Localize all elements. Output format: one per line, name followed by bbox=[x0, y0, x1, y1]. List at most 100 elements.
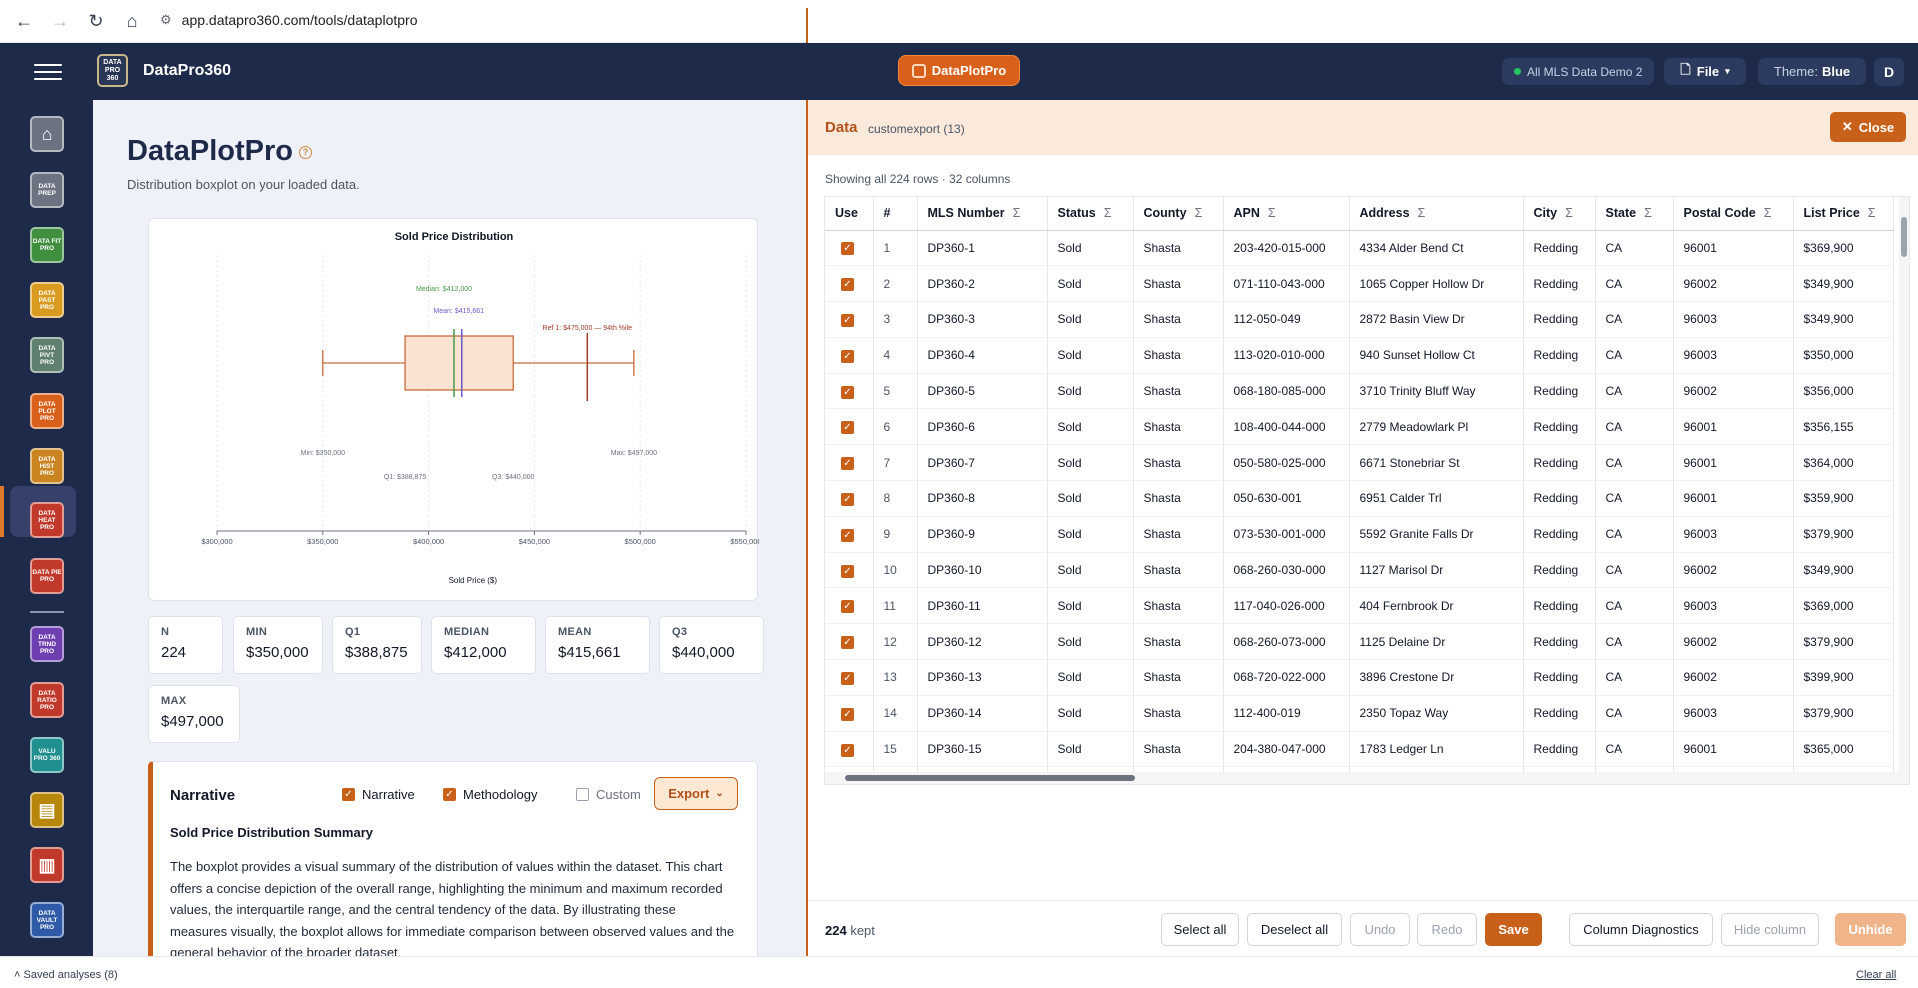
sigma-icon[interactable]: Σ bbox=[1417, 206, 1426, 221]
column-header[interactable]: List Price Σ bbox=[1793, 197, 1894, 231]
scrollbar-thumb[interactable] bbox=[845, 775, 1135, 781]
row-checkbox[interactable]: ✓ bbox=[841, 528, 854, 542]
sidebar-app-icon[interactable]: DATA FIT PRO bbox=[30, 227, 64, 263]
user-menu-button[interactable]: D bbox=[1874, 58, 1904, 86]
back-icon[interactable]: ← bbox=[15, 10, 33, 31]
stat-card: MEAN $415,661 bbox=[545, 616, 650, 674]
sigma-icon[interactable]: Σ bbox=[1194, 206, 1203, 221]
current-app-pill[interactable]: DataPlotPro bbox=[898, 55, 1020, 86]
sigma-icon[interactable]: Σ bbox=[1103, 206, 1112, 221]
sidebar-app-icon[interactable]: DATA HIST PRO bbox=[30, 448, 64, 484]
column-header[interactable]: Status Σ bbox=[1047, 197, 1134, 231]
table-cell: CA bbox=[1595, 408, 1674, 446]
summary-title: Sold Price Distribution Summary bbox=[170, 825, 373, 840]
row-checkbox[interactable]: ✓ bbox=[841, 492, 854, 506]
row-checkbox[interactable]: ✓ bbox=[841, 457, 854, 471]
custom-checkbox[interactable]: Custom bbox=[576, 787, 641, 802]
narrative-option-label: Narrative bbox=[362, 787, 415, 802]
row-checkbox[interactable]: ✓ bbox=[841, 707, 854, 721]
hamburger-menu-icon[interactable] bbox=[34, 63, 62, 80]
row-checkbox[interactable]: ✓ bbox=[841, 242, 854, 256]
clear-all-link[interactable]: Clear all bbox=[1856, 969, 1897, 981]
row-count-label: Showing all 224 rows · 32 columns bbox=[825, 172, 1011, 186]
row-checkbox[interactable]: ✓ bbox=[841, 636, 854, 650]
select-all-button[interactable]: Select all bbox=[1161, 913, 1239, 946]
table-cell: $369,000 bbox=[1793, 587, 1894, 625]
sidebar-app-icon[interactable]: VALU PRO 360 bbox=[30, 737, 64, 773]
row-checkbox[interactable]: ✓ bbox=[841, 278, 854, 292]
column-header[interactable]: City Σ bbox=[1523, 197, 1596, 231]
file-icon: 🗋 bbox=[1680, 61, 1691, 77]
saved-analyses-toggle[interactable]: ˄ Saved analyses (8) bbox=[14, 969, 118, 981]
sidebar-app-icon[interactable]: DATA TRND PRO bbox=[30, 626, 64, 662]
sigma-icon[interactable]: Σ bbox=[1267, 206, 1276, 221]
row-checkbox[interactable]: ✓ bbox=[841, 600, 854, 614]
home-icon[interactable]: ⌂ bbox=[126, 10, 138, 31]
column-header[interactable]: # bbox=[873, 197, 918, 231]
sidebar-app-icon[interactable]: DATA HEAT PRO bbox=[30, 502, 64, 538]
deselect-all-button[interactable]: Deselect all bbox=[1247, 913, 1342, 946]
column-header[interactable]: MLS Number Σ bbox=[917, 197, 1048, 231]
annotation-q1: Q1: $388,875 bbox=[384, 474, 427, 481]
table-row: ✓ 12 DP360-12 Sold Shasta 068-260-073-000 1125… bbox=[825, 623, 1894, 661]
sigma-icon[interactable]: Σ bbox=[1565, 206, 1573, 221]
sidebar-app-icon[interactable]: DATA PREP bbox=[30, 172, 64, 208]
file-menu-button[interactable]: 🗋 File ▾ bbox=[1664, 58, 1746, 85]
sigma-icon[interactable]: Σ bbox=[1012, 206, 1021, 221]
dataset-selector[interactable]: All MLS Data Demo 2 bbox=[1502, 58, 1655, 85]
sidebar-app-icon[interactable]: DATA PAST PRO bbox=[30, 282, 64, 318]
column-header[interactable]: Use bbox=[825, 197, 874, 231]
table-cell: Redding bbox=[1523, 265, 1596, 303]
column-header[interactable]: Postal Code Σ bbox=[1673, 197, 1794, 231]
sigma-icon[interactable]: Σ bbox=[1867, 206, 1876, 221]
unhide-button[interactable]: Unhide bbox=[1835, 913, 1906, 946]
sidebar-app-icon[interactable]: ▤ bbox=[30, 792, 64, 828]
sidebar-app-icon[interactable]: DATA RATIO PRO bbox=[30, 682, 64, 718]
sidebar-app-icon[interactable]: ⌂ bbox=[30, 116, 64, 152]
vertical-scrollbar[interactable] bbox=[1899, 197, 1909, 784]
column-header[interactable]: State Σ bbox=[1595, 197, 1674, 231]
table-cell: Shasta bbox=[1133, 587, 1224, 625]
narrative-checkbox[interactable]: ✓ Narrative bbox=[342, 787, 415, 802]
row-checkbox[interactable]: ✓ bbox=[841, 349, 854, 363]
save-button[interactable]: Save bbox=[1485, 913, 1542, 946]
table-cell: CA bbox=[1595, 480, 1674, 517]
table-row: ✓ 1 DP360-1 Sold Shasta 203-420-015-000 4334 A… bbox=[825, 230, 1894, 267]
table-cell: Shasta bbox=[1133, 444, 1224, 482]
row-checkbox[interactable]: ✓ bbox=[841, 671, 854, 685]
help-icon[interactable]: ? bbox=[298, 145, 312, 159]
forward-icon[interactable]: → bbox=[51, 10, 69, 31]
row-checkbox[interactable]: ✓ bbox=[841, 313, 854, 327]
sidebar-app-icon[interactable]: ▥ bbox=[30, 847, 64, 883]
scrollbar-thumb[interactable] bbox=[1901, 217, 1907, 257]
row-use-cell: ✓ bbox=[825, 265, 874, 303]
sidebar-app-icon[interactable]: DATA PLOT PRO bbox=[30, 393, 64, 429]
horizontal-scrollbar[interactable] bbox=[825, 772, 1909, 784]
sidebar-app-icon[interactable]: DATA PIVT PRO bbox=[30, 337, 64, 373]
methodology-checkbox[interactable]: ✓ Methodology bbox=[443, 787, 537, 802]
sidebar-app-icon[interactable]: DATA VAULT PRO bbox=[30, 902, 64, 938]
sigma-icon[interactable]: Σ bbox=[1763, 206, 1772, 221]
address-bar[interactable]: ⚙ app.datapro360.com/tools/dataplotpro bbox=[160, 6, 1640, 34]
column-header[interactable]: APN Σ bbox=[1223, 197, 1350, 231]
redo-button[interactable]: Redo bbox=[1417, 913, 1477, 946]
site-settings-icon[interactable]: ⚙ bbox=[160, 12, 172, 27]
row-checkbox[interactable]: ✓ bbox=[841, 421, 854, 435]
export-button[interactable]: Export ⌄ bbox=[654, 777, 738, 810]
close-button[interactable]: ✕ Close bbox=[1830, 112, 1906, 142]
column-header[interactable]: County Σ bbox=[1133, 197, 1224, 231]
row-checkbox[interactable]: ✓ bbox=[841, 385, 854, 399]
row-checkbox[interactable]: ✓ bbox=[841, 743, 854, 757]
hide-column-button[interactable]: Hide column bbox=[1721, 913, 1819, 946]
sidebar-app-icon[interactable]: DATA PIE PRO bbox=[30, 558, 64, 594]
sigma-icon[interactable]: Σ bbox=[1644, 206, 1652, 221]
row-use-cell: ✓ bbox=[825, 444, 874, 482]
theme-button[interactable]: Theme: Blue bbox=[1758, 58, 1866, 85]
column-diagnostics-button[interactable]: Column Diagnostics bbox=[1569, 913, 1713, 946]
reload-icon[interactable]: ↻ bbox=[88, 10, 104, 31]
row-checkbox[interactable]: ✓ bbox=[841, 564, 854, 578]
table-cell: Redding bbox=[1523, 373, 1596, 410]
column-header[interactable]: Address Σ bbox=[1349, 197, 1524, 231]
methodology-option-label: Methodology bbox=[463, 787, 538, 802]
undo-button[interactable]: Undo bbox=[1350, 913, 1410, 946]
